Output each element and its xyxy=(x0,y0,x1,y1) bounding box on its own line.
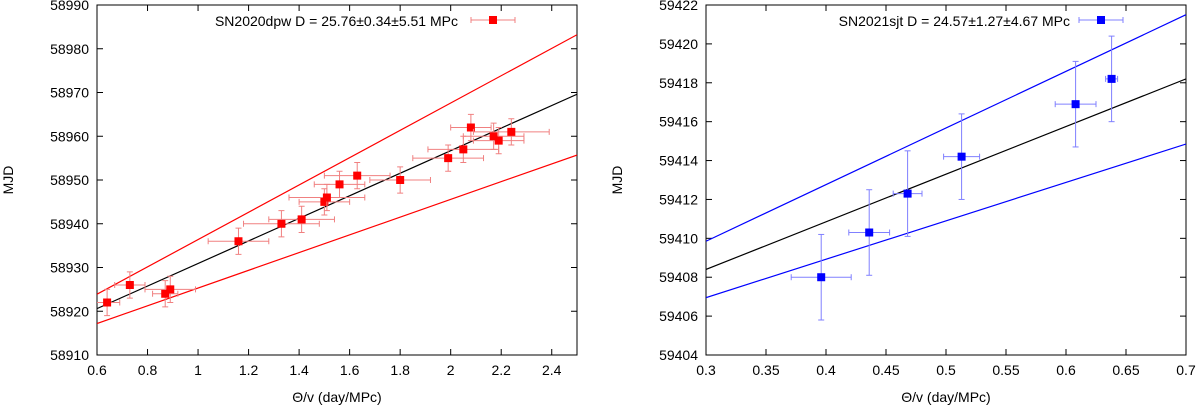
y-tick-label: 59416 xyxy=(659,114,698,130)
x-tick-label: 0.5 xyxy=(936,362,956,378)
data-series xyxy=(97,113,550,317)
fit-lines xyxy=(706,14,1186,299)
data-point xyxy=(817,273,826,282)
data-point xyxy=(125,281,134,289)
legend-marker xyxy=(489,16,497,24)
data-point xyxy=(489,132,498,141)
x-tick-label: 0.55 xyxy=(992,362,1019,378)
x-tick-label: 0.45 xyxy=(872,362,899,378)
y-tick-label: 59408 xyxy=(659,269,698,285)
data-point xyxy=(103,298,112,307)
data-point xyxy=(865,228,874,237)
y-tick-label: 58990 xyxy=(50,0,89,13)
data-point xyxy=(320,197,329,206)
data-point xyxy=(494,136,503,145)
x-tick-label: 1.2 xyxy=(239,362,259,378)
data-point xyxy=(1071,100,1080,109)
y-tick-label: 58960 xyxy=(50,128,89,144)
right-chart-panel: 0.3 0.35 0.4 0.45 0.5 0.55 0.6 0.65 0.7 59404 5940… xyxy=(609,0,1196,405)
envelope-line-0 xyxy=(97,34,577,295)
y-tick-label: 58930 xyxy=(50,260,89,276)
fit-lines xyxy=(97,34,577,325)
data-point xyxy=(234,237,243,246)
data-point xyxy=(1107,74,1116,83)
envelope-line-2 xyxy=(706,143,1186,299)
x-tick-label: 1.6 xyxy=(340,362,360,378)
x-tick-label: 0.4 xyxy=(816,362,836,378)
data-series xyxy=(790,35,1119,321)
x-tick-label: 0.3 xyxy=(696,362,716,378)
left-chart-panel: 0.6 0.8 1 1.2 1.4 1.6 1.8 2 2.2 2.4 58910 58920 5893… xyxy=(0,0,578,405)
data-point xyxy=(322,193,331,202)
x-tick-label: 0.8 xyxy=(138,362,158,378)
y-tick-label: 59412 xyxy=(659,191,698,207)
x-tick-label: 0.6 xyxy=(87,362,107,378)
x-tick-label: 2.2 xyxy=(491,362,511,378)
data-point xyxy=(353,171,362,180)
x-tick-label: 2.4 xyxy=(542,362,562,378)
data-point xyxy=(957,152,966,161)
x-tick-label: 0.7 xyxy=(1176,362,1196,378)
data-point xyxy=(459,145,468,154)
legend-label: SN2021sjt D = 24.57±1.27±4.67 MPc xyxy=(839,13,1070,29)
legend: SN2020dpw D = 25.76±0.34±5.51 MPc xyxy=(215,13,516,29)
data-point xyxy=(903,189,912,198)
x-tick-label: 1 xyxy=(194,362,202,378)
y-tick-label: 58940 xyxy=(50,216,89,232)
y-tick-label: 59422 xyxy=(659,0,698,13)
data-point xyxy=(161,289,170,298)
y-tick-label: 59404 xyxy=(659,347,698,363)
best-fit-line xyxy=(706,78,1186,271)
x-axis-label: Θ/v (day/MPc) xyxy=(292,389,381,405)
y-tick-label: 58980 xyxy=(50,41,89,57)
y-tick-label: 59410 xyxy=(659,230,698,246)
x-tick-label: 0.35 xyxy=(752,362,779,378)
y-tick-label: 59418 xyxy=(659,75,698,91)
x-tick-label: 2 xyxy=(447,362,455,378)
data-point xyxy=(297,215,306,224)
y-tick-label: 58920 xyxy=(50,303,89,319)
data-point xyxy=(396,176,405,184)
envelope-line-0 xyxy=(706,14,1186,242)
envelope-line-2 xyxy=(97,154,577,325)
y-tick-label: 58950 xyxy=(50,172,89,188)
legend-label: SN2020dpw D = 25.76±0.34±5.51 MPc xyxy=(215,13,458,29)
y-axis-label: MJD xyxy=(0,166,16,195)
x-tick-label: 1.4 xyxy=(289,362,309,378)
data-point xyxy=(466,123,475,132)
data-point xyxy=(335,180,344,189)
x-axis-label: Θ/v (day/MPc) xyxy=(901,389,990,405)
data-point xyxy=(166,285,175,294)
legend: SN2021sjt D = 24.57±1.27±4.67 MPc xyxy=(839,13,1124,29)
y-tick-label: 58910 xyxy=(50,347,89,363)
y-tick-label: 59414 xyxy=(659,153,698,169)
data-point xyxy=(277,219,286,228)
y-tick-label: 59406 xyxy=(659,308,698,324)
x-tick-label: 0.6 xyxy=(1056,362,1076,378)
x-tick-label: 1.8 xyxy=(390,362,410,378)
plot-frame xyxy=(705,4,1187,356)
data-point xyxy=(507,127,516,136)
y-axis-label: MJD xyxy=(609,166,625,195)
y-tick-label: 59420 xyxy=(659,36,698,52)
legend-marker xyxy=(1097,16,1105,24)
x-tick-label: 0.65 xyxy=(1112,362,1139,378)
y-tick-label: 58970 xyxy=(50,85,89,101)
data-point xyxy=(444,154,453,163)
